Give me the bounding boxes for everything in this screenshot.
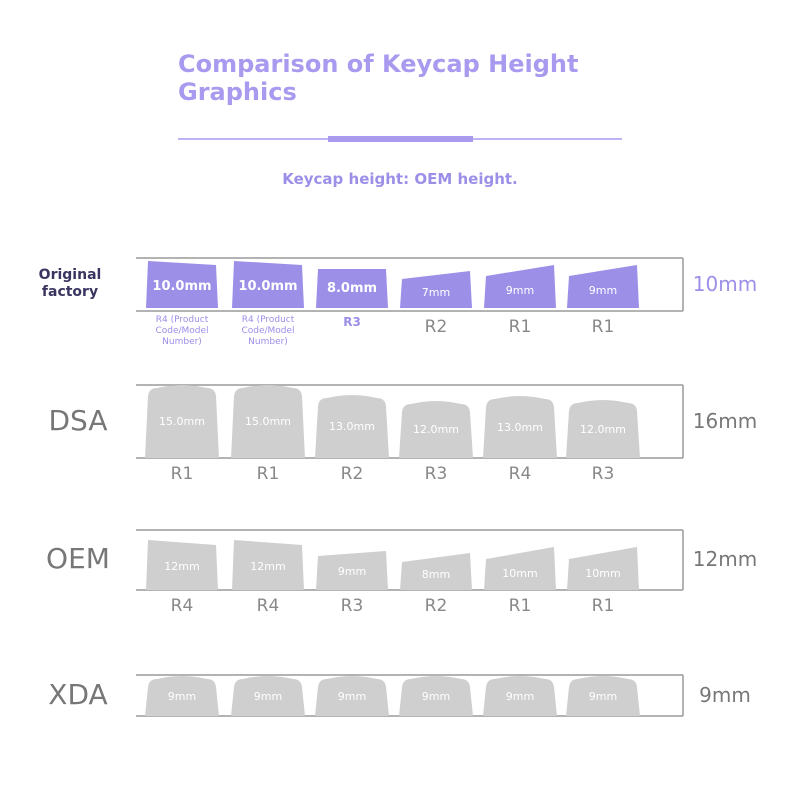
key-height: 8mm	[421, 568, 451, 581]
key-height: 12.0mm	[413, 423, 459, 436]
row-label: XDA	[48, 677, 108, 711]
key-row: R3	[340, 596, 364, 616]
key-row: R1	[508, 596, 532, 616]
key-height: 9mm	[505, 284, 535, 297]
key-height: 7mm	[421, 285, 451, 299]
key-row: R1	[508, 317, 532, 337]
keycap	[400, 271, 472, 308]
keycap	[232, 261, 304, 308]
key-height: 9mm	[337, 565, 367, 578]
key-height: 12mm	[250, 559, 286, 573]
key-height: 9mm	[505, 689, 535, 703]
keycap	[145, 385, 219, 458]
key-height: 13.0mm	[329, 420, 375, 433]
keycap	[316, 551, 388, 590]
key-row: R4	[256, 596, 280, 616]
key-row: R1	[591, 317, 615, 337]
keycap	[399, 401, 473, 458]
keycap	[483, 676, 557, 716]
row-total: 16mm	[692, 408, 758, 433]
keycap	[400, 553, 472, 590]
key-row: R1	[591, 596, 615, 616]
key-height: 9mm	[167, 689, 197, 703]
key-height: 15.0mm	[245, 415, 291, 428]
key-row: R2	[340, 464, 364, 484]
keycap	[566, 400, 640, 458]
key-height: 13.0mm	[497, 420, 543, 434]
keycap	[315, 676, 389, 716]
row-total: 10mm	[692, 271, 758, 296]
key-row: R2	[424, 596, 448, 616]
key-row: R2	[424, 317, 448, 337]
keycap	[315, 395, 389, 458]
key-height: 10mm	[585, 566, 621, 580]
key-row: R1	[170, 464, 194, 484]
keycap	[567, 547, 639, 590]
key-height: 9mm	[588, 284, 618, 297]
key-height: 9mm	[588, 689, 618, 703]
keycap	[483, 396, 557, 458]
key-height: 12mm	[164, 559, 200, 573]
key-row: R4	[508, 464, 532, 484]
keycap	[146, 540, 218, 590]
key-height: 9mm	[421, 689, 451, 703]
key-height: 12.0mm	[580, 422, 626, 436]
key-row: R3	[591, 464, 615, 484]
keycap	[567, 265, 639, 308]
row-label: Original factory	[38, 266, 102, 300]
key-height: 8.0mm	[326, 280, 378, 296]
keycap	[232, 540, 304, 590]
subtitle: Keycap height: OEM height.	[282, 170, 518, 188]
keycap	[399, 676, 473, 716]
key-row: R3	[424, 464, 448, 484]
title: Comparison of Keycap Height Graphics	[178, 50, 579, 106]
key-height: 9mm	[253, 689, 283, 703]
key-row: R4	[170, 596, 194, 616]
keycap	[145, 676, 219, 716]
keycap	[484, 547, 556, 590]
key-row: R4 (Product Code/Model Number)	[155, 315, 209, 347]
row-label: DSA	[48, 403, 108, 437]
key-height: 10.0mm	[152, 278, 212, 294]
key-height: 9mm	[337, 689, 367, 703]
keycap	[146, 261, 218, 308]
row-total: 12mm	[692, 547, 758, 571]
row-total: 9mm	[699, 682, 751, 707]
keycap	[316, 269, 388, 308]
keycap	[231, 385, 305, 458]
key-row: R4 (Product Code/Model Number)	[241, 315, 295, 347]
keycap	[231, 676, 305, 716]
key-row: R1	[256, 464, 280, 484]
row-label: OEM	[46, 542, 110, 575]
keycap	[484, 265, 556, 308]
key-height: 10.0mm	[238, 278, 298, 294]
key-height: 10mm	[502, 566, 538, 580]
key-height: 15.0mm	[159, 415, 205, 428]
keycap	[566, 676, 640, 716]
key-row: R3	[343, 315, 361, 329]
